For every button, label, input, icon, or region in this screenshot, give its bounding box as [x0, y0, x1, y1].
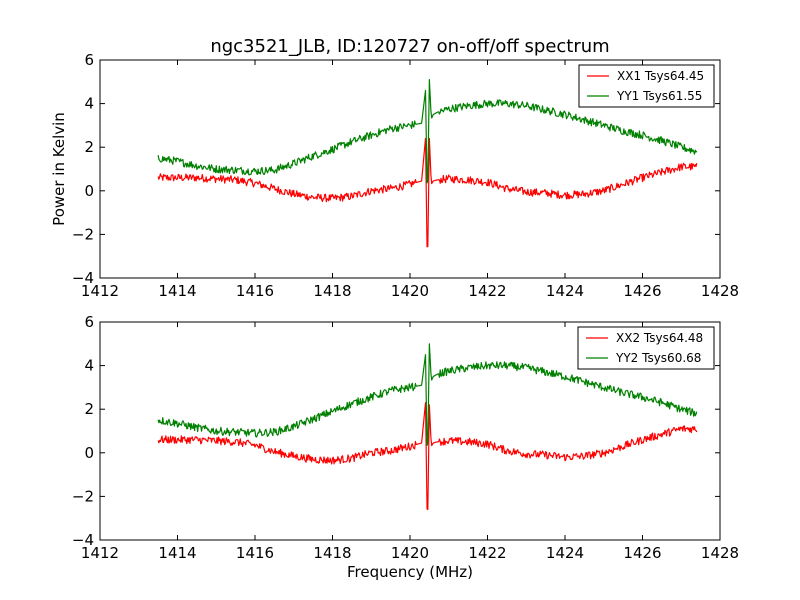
x-tick-label: 1422: [468, 544, 506, 562]
legend-entry-xx1: XX1 Tsys64.45: [617, 69, 704, 83]
y-tick-label: 0: [84, 444, 94, 462]
x-tick-label: 1416: [236, 544, 274, 562]
x-tick-label: 1424: [546, 544, 584, 562]
y-tick-label: 4: [84, 95, 94, 113]
y-tick-label: −2: [72, 487, 94, 505]
x-tick-label: 1416: [236, 282, 274, 300]
series-line-yy2: [157, 343, 698, 446]
y-axis-label: Power in Kelvin: [50, 112, 68, 226]
x-tick-label: 1418: [313, 282, 351, 300]
series-line-xx1: [157, 137, 698, 248]
legend-entry-xx2: XX2 Tsys64.48: [616, 331, 703, 345]
x-tick-label: 1428: [701, 544, 739, 562]
legend-box: [578, 64, 715, 108]
x-tick-label: 1426: [623, 544, 661, 562]
x-tick-label: 1414: [158, 282, 196, 300]
y-tick-label: 2: [84, 138, 94, 156]
chart-panels: 1412 1414 1416 1418 1420 1422 1424 1426 1428 −4 −2…: [50, 36, 739, 581]
series-group-2: [157, 343, 698, 511]
x-tick-label: 1426: [623, 282, 661, 300]
legend-box: [577, 326, 715, 370]
x-axis-label: Frequency (MHz): [347, 563, 473, 581]
y-tick-label: 2: [84, 400, 94, 418]
y-tick-label: 6: [84, 313, 94, 331]
x-tick-label: 1422: [468, 282, 506, 300]
x-tick-label: 1420: [391, 282, 429, 300]
y-tick-label: 6: [84, 51, 94, 69]
legend-entry-yy1: YY1 Tsys61.55: [616, 89, 702, 103]
y-tick-label: −4: [72, 531, 94, 549]
x-tick-label: 1428: [701, 282, 739, 300]
y-tick-label: 4: [84, 357, 94, 375]
x-tick-label: 1412: [81, 282, 119, 300]
x-tick-label: 1418: [313, 544, 351, 562]
series-line-xx2: [157, 402, 698, 511]
chart-title: ngc3521_JLB, ID:120727 on-off/off spectr…: [210, 36, 609, 57]
chart-panel-1: 1412 1414 1416 1418 1420 1422 1424 1426 1428 −4 −2…: [50, 36, 739, 300]
x-tick-label: 1412: [81, 544, 119, 562]
legend-2: XX2 Tsys64.48 YY2 Tsys60.68: [577, 326, 715, 370]
series-line-yy1: [157, 79, 698, 184]
x-tick-label: 1420: [391, 544, 429, 562]
chart-panel-2: 1412 1414 1416 1418 1420 1422 1424 1426 1428 −4 −2…: [72, 313, 739, 581]
legend-1: XX1 Tsys64.45 YY1 Tsys61.55: [578, 64, 715, 108]
y-tick-label: −2: [72, 225, 94, 243]
legend-entry-yy2: YY2 Tsys60.68: [615, 351, 701, 365]
series-group-1: [157, 79, 698, 248]
y-tick-label: 0: [84, 182, 94, 200]
y-tick-label: −4: [72, 269, 94, 287]
x-tick-label: 1424: [546, 282, 584, 300]
x-tick-label: 1414: [158, 544, 196, 562]
